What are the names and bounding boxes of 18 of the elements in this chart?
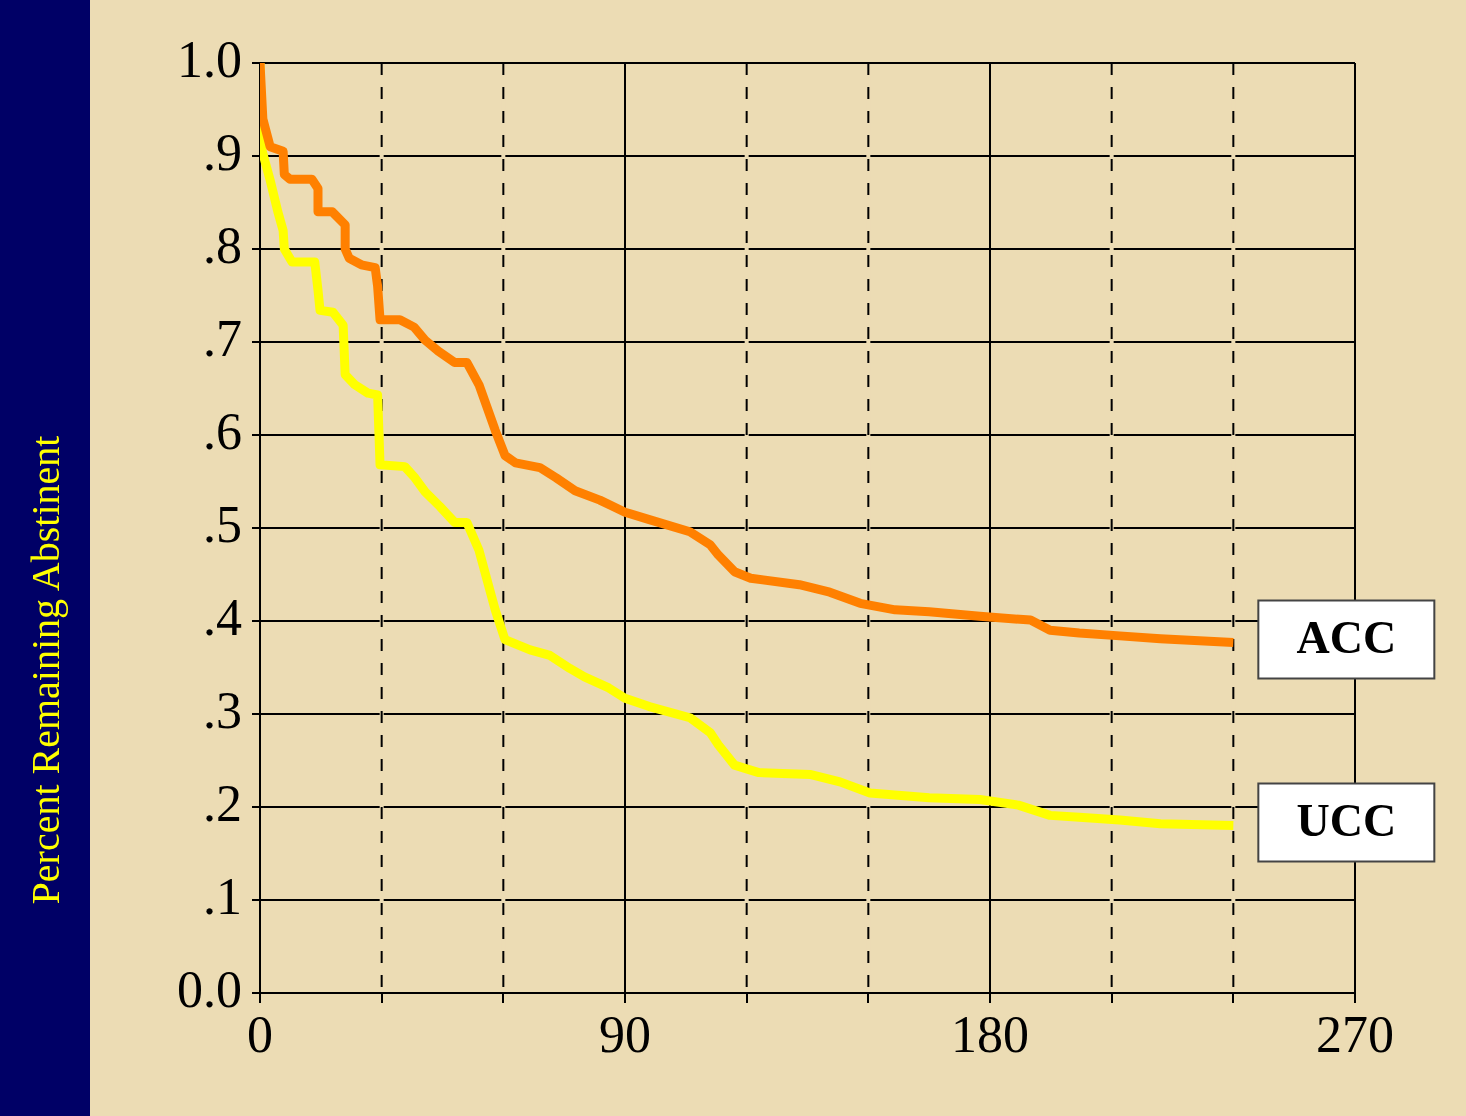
y-tick-label: .3 [203, 681, 242, 739]
y-tick-label: .2 [203, 774, 242, 832]
y-tick-label: .8 [203, 216, 242, 274]
y-tick-label: .7 [203, 309, 242, 367]
y-tick-label: .6 [203, 402, 242, 460]
x-tick-label: 0 [247, 1005, 273, 1063]
y-axis-title: Percent Remaining Abstinent [21, 435, 69, 905]
y-tick-label: .5 [203, 495, 242, 553]
series-label: ACC [1296, 612, 1397, 664]
y-tick-label: 0.0 [177, 960, 242, 1018]
x-tick-label: 180 [951, 1005, 1029, 1063]
x-tick-label: 90 [599, 1005, 651, 1063]
y-tick-label: .1 [203, 867, 242, 925]
y-tick-label: .4 [203, 588, 242, 646]
y-tick-label: 1.0 [177, 30, 242, 88]
series-label: UCC [1296, 795, 1397, 847]
y-tick-label: .9 [203, 123, 242, 181]
x-tick-label: 270 [1316, 1005, 1394, 1063]
